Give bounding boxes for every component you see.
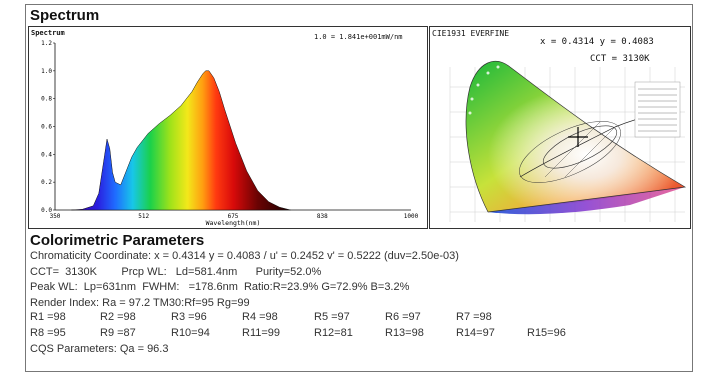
y-tick-label: 1.2 [41, 40, 52, 47]
r-value: R13=98 [385, 326, 424, 339]
x-axis-label: Wavelength(nm) [206, 219, 261, 227]
cie-diagram-panel: CIE1931 EVERFINE x = 0.4314 y = 0.4083 C… [429, 26, 691, 229]
spectrum-header-right: 1.0 = 1.841e+001mW/nm [314, 33, 403, 41]
cqs-line: CQS Parameters: Qa = 96.3 [30, 343, 169, 355]
chromaticity-line: Chromaticity Coordinate: x = 0.4314 y = … [30, 250, 459, 262]
r-value: R7 =98 [456, 311, 492, 323]
spectrum-header-left: Spectrum [31, 29, 65, 37]
r-value: R10=94 [171, 326, 210, 339]
y-tick-label: 0.4 [41, 151, 52, 158]
x-tick-label: 1000 [404, 213, 419, 220]
cie-purple-line [488, 187, 685, 215]
spectrum-series-area [71, 70, 291, 211]
r-value: R11=99 [242, 326, 281, 339]
x-tick-label: 350 [50, 213, 61, 220]
y-tick-label: 0.0 [41, 207, 52, 214]
cct-line: CCT= 3130K Prcp WL: Ld=581.4nm Purity=52… [30, 265, 322, 278]
spectrum-title: Spectrum [30, 7, 100, 24]
y-tick-label: 0.6 [41, 124, 52, 131]
cie-legend [634, 81, 681, 138]
x-tick-label: 512 [138, 213, 149, 220]
r-value: R1 =98 [30, 311, 66, 323]
cie-cct: CCT = 3130K [590, 54, 650, 64]
chromaticity-marker [568, 127, 588, 147]
cie-label: CIE1931 EVERFINE [432, 29, 510, 38]
y-tick-label: 0.8 [41, 96, 52, 103]
r-value: R9 =87 [100, 326, 136, 339]
y-tick-label: 0.2 [41, 179, 52, 186]
parameters-heading: Colorimetric Parameters [30, 232, 205, 249]
r-value: R12=81 [314, 326, 353, 339]
r-value: R4 =98 [242, 311, 278, 323]
y-tick-label: 1.0 [41, 68, 52, 75]
render-values-row-2: R8 =95 R9 =87 R10=94 R11=99 R12=81 R13=9… [30, 327, 690, 343]
r-value: R15=96 [527, 326, 566, 339]
render-index-line: Render Index: Ra = 97.2 TM30:Rf=95 Rg=99 [30, 296, 250, 309]
peak-wl-line: Peak WL: Lp=631nm FWHM: =178.6nm Ratio:R… [30, 281, 410, 293]
r-value: R8 =95 [30, 326, 66, 339]
cie-coordinates: x = 0.4314 y = 0.4083 [540, 37, 654, 47]
render-values-row-1: R1 =98 R2 =98 R3 =96 R4 =98 R5 =97 R6 =9… [30, 311, 690, 327]
x-tick-label: 838 [317, 213, 328, 220]
report-panel: Spectrum Spectrum 1.0 = 1.841e+001mW/nm … [25, 4, 693, 372]
r-value: R14=97 [456, 326, 495, 339]
spectrum-chart-panel: Spectrum 1.0 = 1.841e+001mW/nm 1.2 1.0 0.8… [28, 26, 428, 229]
r-value: R5 =97 [314, 311, 350, 323]
x-tick-label: 675 [228, 213, 239, 220]
r-value: R6 =97 [385, 311, 421, 323]
cie-diagram [449, 61, 687, 222]
r-value: R3 =96 [171, 311, 207, 323]
r-value: R2 =98 [100, 311, 136, 323]
colorimetric-parameters: Colorimetric Parameters Chromaticity Coo… [30, 233, 690, 358]
